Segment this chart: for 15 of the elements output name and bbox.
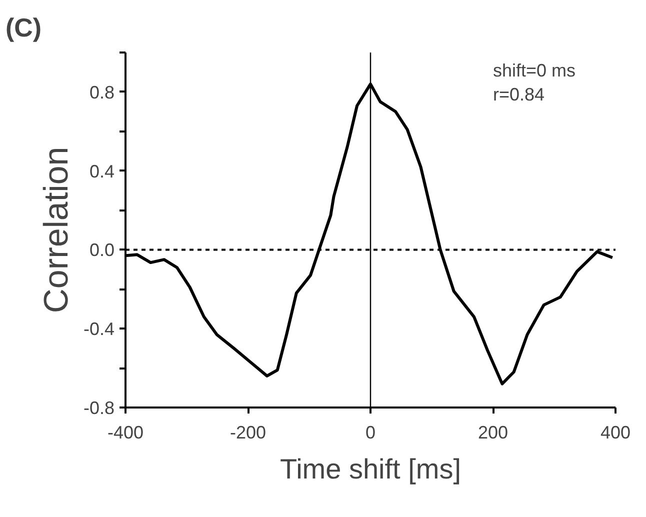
x-tick-label: 400 — [600, 422, 631, 442]
chart-title: (C) — [6, 12, 42, 42]
y-tick-label: 0.4 — [89, 161, 115, 182]
x-axis-title: Time shift [ms] — [280, 454, 461, 484]
x-tick-label: -200 — [230, 422, 266, 442]
y-axis-title: Correlation — [37, 146, 76, 314]
y-tick-label: -0.4 — [83, 319, 115, 340]
y-tick-label: -0.8 — [83, 398, 115, 418]
x-tick-label: -400 — [107, 422, 144, 442]
annotation: shift=0 ms — [493, 60, 576, 80]
y-tick-label: 0.8 — [89, 82, 115, 102]
annotation: r=0.84 — [493, 84, 545, 104]
x-tick-label: 0 — [365, 422, 376, 442]
x-tick-label: 200 — [478, 422, 508, 442]
y-tick-label: 0.0 — [89, 240, 115, 260]
